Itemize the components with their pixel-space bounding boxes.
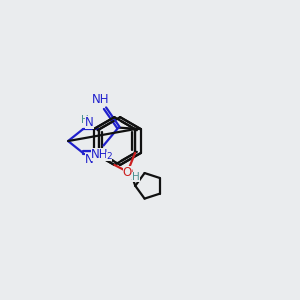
Text: O: O [124, 166, 133, 179]
Text: N: N [85, 116, 94, 129]
Text: N: N [85, 153, 93, 166]
Text: O: O [123, 167, 132, 179]
Text: H: H [81, 115, 88, 125]
Text: 2: 2 [106, 152, 112, 161]
Text: H: H [132, 172, 140, 182]
Text: NH: NH [91, 148, 109, 161]
Text: NH: NH [92, 93, 109, 106]
